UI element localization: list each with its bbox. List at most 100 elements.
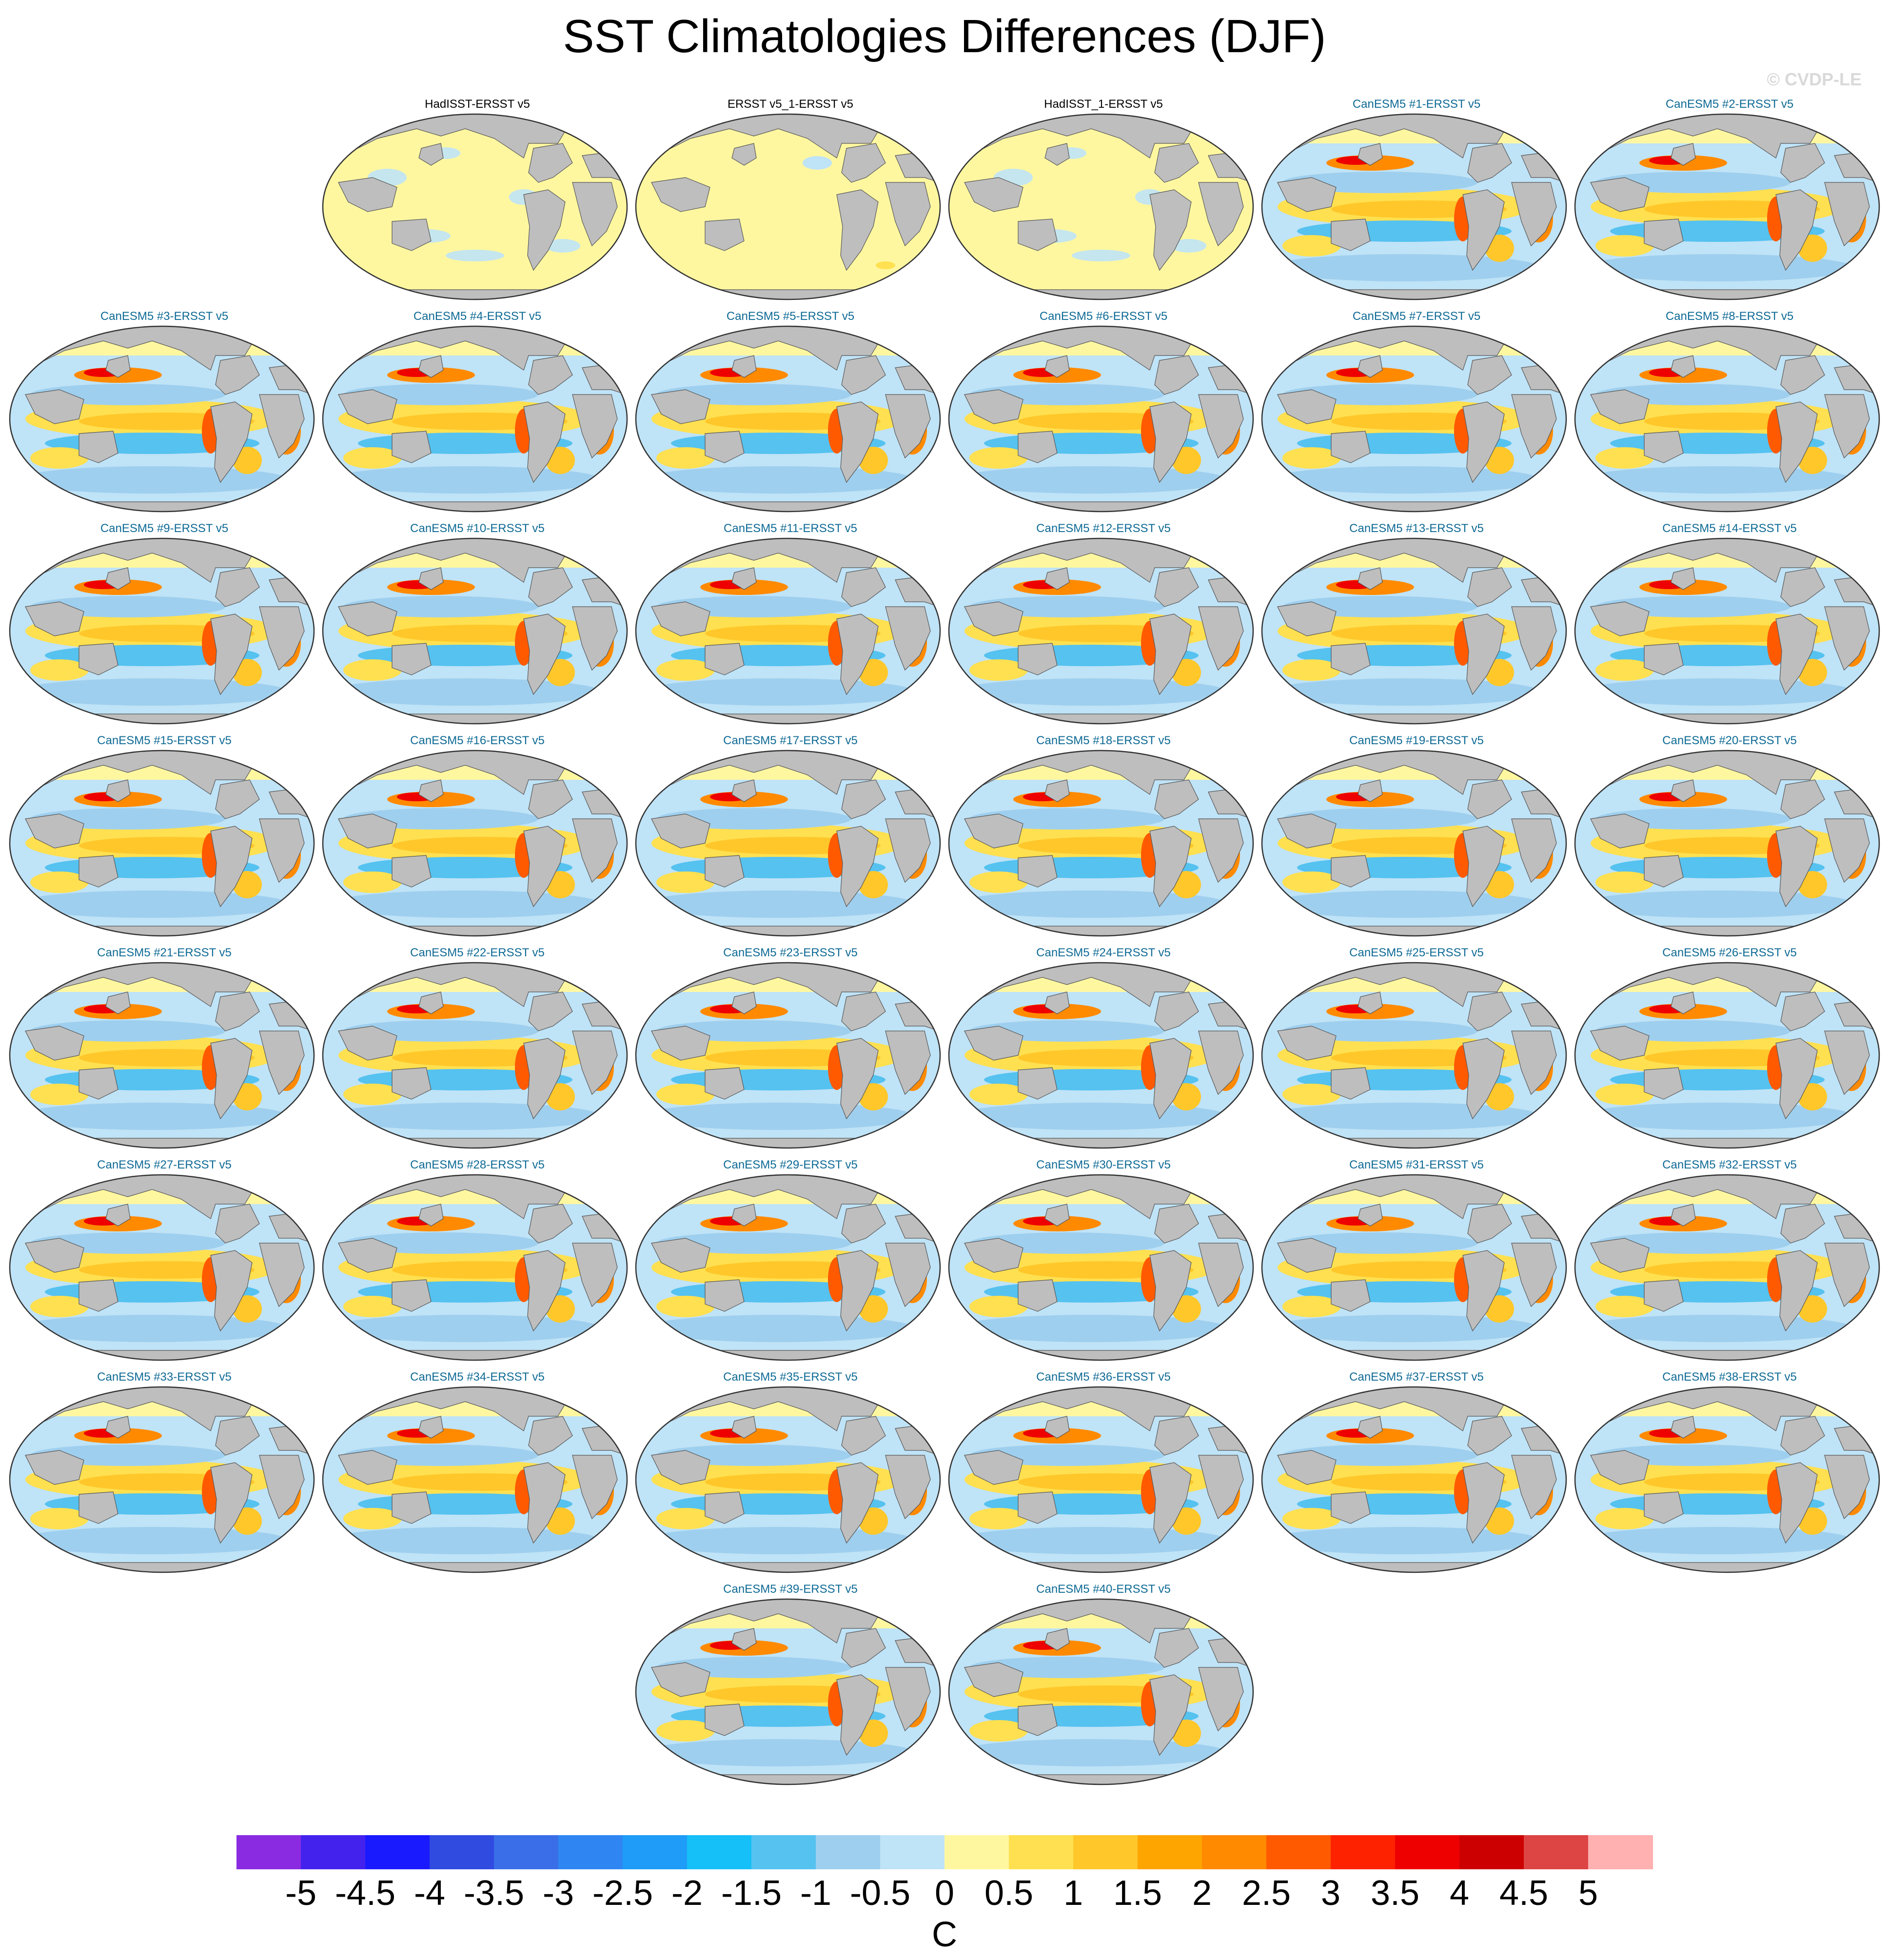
colorbar-tick-labels: -5 -4.5 -4 -3.5 -3 -2.5 -2 -1.5 -1 -0.5 0 0.5 1 1.5 2 2… (236, 1873, 1653, 1917)
colorbar-tick-label: -2.5 (592, 1874, 653, 1913)
sst-difference-map (1574, 750, 1880, 937)
map-panel: CanESM5 #32-ERSST v5 (1571, 1158, 1888, 1368)
panel-title: HadISST-ERSST v5 (425, 98, 530, 111)
map-panel: HadISST_1-ERSST v5 (945, 98, 1262, 307)
map-panel: CanESM5 #27-ERSST v5 (6, 1158, 323, 1368)
sst-difference-map (1261, 750, 1567, 937)
panel-title: CanESM5 #2-ERSST v5 (1665, 98, 1794, 111)
sst-difference-map (635, 113, 941, 300)
panel-title: CanESM5 #36-ERSST v5 (1036, 1370, 1171, 1384)
map-panel: CanESM5 #22-ERSST v5 (319, 946, 636, 1156)
colorbar-tick-label: -4.5 (335, 1874, 396, 1913)
colorbar-swatch (687, 1835, 752, 1869)
map-panel: CanESM5 #7-ERSST v5 (1258, 310, 1575, 519)
sst-difference-map (948, 325, 1254, 513)
colorbar-swatch (558, 1835, 623, 1869)
colorbar-tick-label: -3 (542, 1874, 574, 1913)
sst-difference-map (948, 537, 1254, 725)
sst-difference-map (1261, 962, 1567, 1149)
map-panel: CanESM5 #23-ERSST v5 (632, 946, 949, 1156)
sst-difference-map (635, 750, 941, 937)
panel-title: CanESM5 #21-ERSST v5 (97, 946, 232, 959)
colorbar-tick-label: 3.5 (1370, 1874, 1420, 1913)
colorbar-tick-label: 4.5 (1499, 1874, 1549, 1913)
panel-title: CanESM5 #9-ERSST v5 (100, 522, 229, 535)
colorbar-swatch (236, 1835, 301, 1869)
panel-title: CanESM5 #24-ERSST v5 (1036, 946, 1171, 959)
colorbar-swatch (1073, 1835, 1138, 1869)
panel-title: CanESM5 #32-ERSST v5 (1662, 1158, 1797, 1171)
map-panel: CanESM5 #31-ERSST v5 (1258, 1158, 1575, 1368)
sst-difference-map (1574, 325, 1880, 513)
map-panel: CanESM5 #10-ERSST v5 (319, 522, 636, 732)
map-panel: CanESM5 #17-ERSST v5 (632, 734, 949, 944)
panel-title: CanESM5 #4-ERSST v5 (413, 310, 542, 323)
sst-difference-map (1574, 537, 1880, 725)
map-panel: CanESM5 #4-ERSST v5 (319, 310, 636, 519)
panel-title: CanESM5 #22-ERSST v5 (410, 946, 545, 959)
colorbar-tick-label: -2 (671, 1874, 703, 1913)
panel-title: CanESM5 #28-ERSST v5 (410, 1158, 545, 1171)
colorbar-tick-label: 2 (1192, 1874, 1212, 1913)
map-panel: CanESM5 #26-ERSST v5 (1571, 946, 1888, 1156)
sst-difference-map (1261, 325, 1567, 513)
colorbar-swatch (1266, 1835, 1331, 1869)
sst-difference-map (635, 1598, 941, 1785)
sst-difference-map (1261, 537, 1567, 725)
sst-difference-map (9, 1174, 315, 1361)
colorbar-swatch (494, 1835, 559, 1869)
figure-title: SST Climatologies Differences (DJF) (563, 10, 1326, 62)
colorbar-swatch (1009, 1835, 1074, 1869)
panel-title: CanESM5 #33-ERSST v5 (97, 1370, 232, 1384)
map-panel: CanESM5 #21-ERSST v5 (6, 946, 323, 1156)
colorbar-swatch (301, 1835, 366, 1869)
sst-difference-map (322, 113, 628, 300)
colorbar-tick-label: 3 (1320, 1874, 1341, 1913)
map-panel: CanESM5 #20-ERSST v5 (1571, 734, 1888, 944)
map-panel: CanESM5 #3-ERSST v5 (6, 310, 323, 519)
colorbar-tick-label: -4 (413, 1874, 446, 1913)
colorbar-swatch (1331, 1835, 1396, 1869)
panel-title: CanESM5 #23-ERSST v5 (723, 946, 858, 959)
colorbar (236, 1835, 1653, 1869)
sst-difference-map (635, 537, 941, 725)
copyright-label: © CVDP-LE (1767, 69, 1862, 89)
map-panel: CanESM5 #12-ERSST v5 (945, 522, 1262, 732)
sst-difference-map (948, 1174, 1254, 1361)
panel-title: CanESM5 #10-ERSST v5 (410, 522, 545, 535)
panel-title: CanESM5 #14-ERSST v5 (1662, 522, 1797, 535)
sst-difference-map (1261, 1386, 1567, 1573)
map-panel: CanESM5 #24-ERSST v5 (945, 946, 1262, 1156)
map-panel: CanESM5 #8-ERSST v5 (1571, 310, 1888, 519)
sst-difference-map (1261, 113, 1567, 300)
colorbar-swatch (751, 1835, 816, 1869)
map-panel: CanESM5 #38-ERSST v5 (1571, 1370, 1888, 1580)
sst-difference-map (322, 750, 628, 937)
colorbar-tick-label: 2.5 (1241, 1874, 1291, 1913)
colorbar-swatch (880, 1835, 945, 1869)
colorbar-tick-label: 0 (934, 1874, 955, 1913)
map-panel: CanESM5 #11-ERSST v5 (632, 522, 949, 732)
panel-title: CanESM5 #35-ERSST v5 (723, 1370, 858, 1384)
colorbar-tick-label: -1 (800, 1874, 832, 1913)
map-panel: CanESM5 #34-ERSST v5 (319, 1370, 636, 1580)
sst-difference-map (1574, 1386, 1880, 1573)
panel-title: CanESM5 #38-ERSST v5 (1662, 1370, 1797, 1384)
sst-difference-map (635, 962, 941, 1149)
panel-title: CanESM5 #27-ERSST v5 (97, 1158, 232, 1171)
panel-title: CanESM5 #39-ERSST v5 (723, 1583, 858, 1596)
sst-difference-map (9, 325, 315, 513)
panel-title: CanESM5 #25-ERSST v5 (1349, 946, 1484, 959)
colorbar-swatch (365, 1835, 430, 1869)
sst-difference-map (322, 1174, 628, 1361)
sst-difference-map (322, 1386, 628, 1573)
panel-title: CanESM5 #1-ERSST v5 (1352, 98, 1481, 111)
map-panel: CanESM5 #39-ERSST v5 (632, 1583, 949, 1792)
panel-title: CanESM5 #37-ERSST v5 (1349, 1370, 1484, 1384)
colorbar-swatch (1588, 1835, 1653, 1869)
colorbar-swatch (816, 1835, 881, 1869)
sst-difference-map (1574, 113, 1880, 300)
panel-title: CanESM5 #7-ERSST v5 (1352, 310, 1481, 323)
map-panel: CanESM5 #29-ERSST v5 (632, 1158, 949, 1368)
sst-difference-map (948, 1598, 1254, 1785)
